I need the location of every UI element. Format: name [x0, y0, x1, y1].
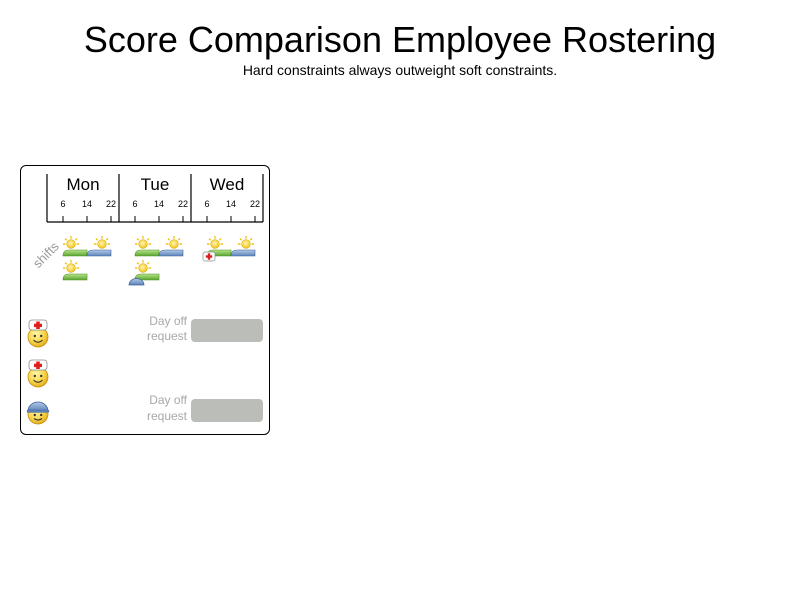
nurse-icon [27, 319, 49, 348]
shift-tue-early [134, 235, 160, 257]
day-header: Mon Tue Wed 6 14 22 6 14 22 6 14 22 [46, 174, 264, 223]
shift-mon-early [62, 235, 88, 257]
day-off-request-label: request [147, 409, 188, 423]
shift-wed-late [230, 235, 256, 257]
page-subtitle: Hard constraints always outweight soft c… [242, 62, 558, 78]
hour-label: 14 [154, 199, 164, 209]
worker-assignment-icon [128, 278, 145, 286]
hour-label: 6 [60, 199, 65, 209]
hour-label: 14 [82, 199, 92, 209]
hour-label: 6 [132, 199, 137, 209]
nurse-icon [27, 359, 49, 388]
sun-icon [62, 235, 80, 250]
roster-diagram: Mon Tue Wed 6 14 22 6 14 22 6 14 22 shif… [26, 174, 264, 425]
hardhat-worker-icon [26, 401, 50, 425]
sun-icon [93, 235, 111, 250]
sun-icon [237, 235, 255, 250]
day-label-tue: Tue [141, 175, 170, 194]
day-off-request-block [191, 319, 263, 342]
sun-icon [62, 259, 80, 273]
hour-label: 14 [226, 199, 236, 209]
shift-mon-late [86, 235, 112, 257]
shift-tue-late [158, 235, 184, 257]
day-off-request-label: Day off [149, 314, 187, 328]
hour-label: 22 [250, 199, 260, 209]
employee-row [27, 359, 49, 388]
employee-row: Day off request [27, 314, 263, 348]
roster-panel: Mon Tue Wed 6 14 22 6 14 22 6 14 22 shif… [20, 165, 270, 435]
sun-icon [165, 235, 183, 250]
page-title: Score Comparison Employee Rostering [83, 19, 717, 60]
sun-icon [206, 235, 224, 250]
shift-tue-early [128, 259, 160, 286]
hour-label: 6 [204, 199, 209, 209]
day-label-wed: Wed [210, 175, 245, 194]
hour-label: 22 [106, 199, 116, 209]
shift-wed-early [202, 235, 232, 262]
employee-row: Day off request [26, 393, 263, 425]
nurse-assignment-icon [202, 251, 216, 262]
day-off-request-block [191, 399, 263, 422]
sun-icon [134, 235, 152, 250]
day-off-request-label: request [147, 329, 188, 343]
shift-mon-early [62, 259, 88, 281]
hour-label: 22 [178, 199, 188, 209]
sun-icon [134, 259, 152, 273]
day-off-request-label: Day off [149, 393, 187, 407]
shifts-label: shifts [30, 238, 62, 270]
day-label-mon: Mon [66, 175, 99, 194]
shift-bars [62, 235, 256, 286]
